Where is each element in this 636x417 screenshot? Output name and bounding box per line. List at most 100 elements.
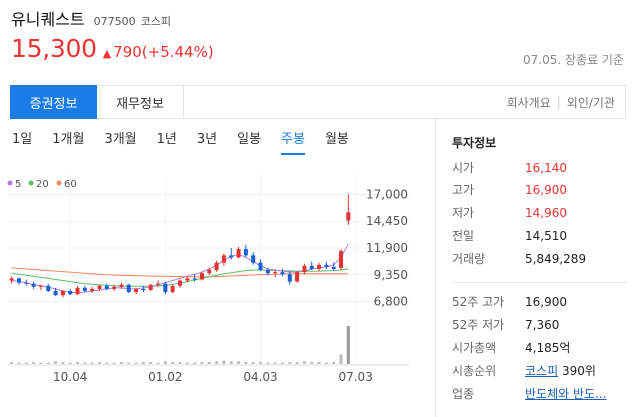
up-arrow-icon: ▲ [102, 47, 112, 60]
candle-body [24, 282, 29, 284]
rank-text: 390위 [558, 364, 596, 378]
y-tick-label: 17,000 [366, 187, 408, 201]
volume-bar [273, 362, 277, 364]
volume-bar [112, 362, 116, 364]
candle-body [287, 274, 292, 282]
candle-body [207, 270, 212, 274]
info-label: 거래량 [452, 252, 486, 266]
stock-market: 코스피 [140, 15, 171, 28]
info-label: 52주 고가 [452, 295, 505, 309]
candle-body [243, 249, 248, 256]
period-3y[interactable]: 3년 [196, 132, 218, 147]
info-value: 5,849,289 [525, 252, 587, 266]
period-1m[interactable]: 1개월 [52, 132, 85, 147]
panel-divider [435, 119, 436, 417]
info-row-open: 시가 16,140 [452, 159, 636, 177]
volume-bar [215, 361, 219, 364]
volume-bar [105, 362, 109, 364]
volume-bar [222, 360, 226, 364]
volume-bar [163, 361, 167, 364]
info-row-52w-low: 52주 저가 7,360 [452, 316, 636, 334]
divider: | [556, 95, 561, 109]
volume-bar [229, 361, 233, 364]
info-row-volume: 거래량 5,849,289 [452, 250, 636, 268]
candle-body [75, 287, 80, 295]
candle-body [97, 285, 102, 289]
info-label: 저가 [452, 206, 475, 220]
candle-body [192, 278, 197, 280]
candle-body [31, 283, 36, 287]
volume-bar [54, 361, 58, 364]
volume-bar [280, 362, 284, 364]
candle-body [324, 264, 329, 267]
candle-body [90, 288, 95, 292]
candle-body [16, 278, 21, 283]
volume-bar [46, 362, 50, 364]
candle-body [273, 272, 278, 274]
info-label: 업종 [452, 387, 475, 401]
info-row-market-cap: 시가총액 4,185억 [452, 339, 636, 357]
industry-link[interactable]: 반도체와 반도... [525, 387, 607, 401]
info-separator [452, 282, 627, 283]
market-link[interactable]: 코스피 [525, 364, 559, 378]
candle-body [214, 262, 219, 271]
volume-bar [156, 362, 160, 364]
current-price: 15,300 [11, 34, 97, 63]
candle-body [339, 251, 344, 268]
period-1d[interactable]: 1일 [12, 132, 33, 147]
foreign-institution-link[interactable]: 외인/기관 [566, 95, 615, 110]
candle-body [53, 291, 58, 296]
volume-bar [193, 362, 197, 364]
volume-bar [61, 361, 65, 364]
volume-bar [39, 362, 43, 364]
info-row-industry: 업종 반도체와 반도... [452, 385, 636, 403]
candle-body [331, 266, 336, 269]
volume-bar [324, 362, 328, 364]
volume-bar [259, 361, 263, 364]
period-1y[interactable]: 1년 [156, 132, 177, 147]
info-label: 52주 저가 [452, 318, 505, 332]
stock-code: 077500 [93, 15, 136, 28]
tab-stock-info[interactable]: 증권정보 [10, 85, 97, 119]
info-value: 14,510 [525, 229, 567, 243]
info-label: 시가 [452, 161, 475, 175]
price-change-value: 790(+5.44%) [113, 43, 214, 61]
candle-body [317, 264, 322, 269]
info-value: 4,185억 [525, 341, 571, 355]
info-value: 코스피 390위 [525, 362, 596, 380]
period-3m[interactable]: 3개월 [104, 132, 137, 147]
y-tick-label: 9,350 [374, 268, 408, 282]
candle-body [236, 249, 241, 258]
candle-body [221, 255, 226, 263]
company-overview-link[interactable]: 회사개요 [506, 95, 551, 110]
tab-financial-info[interactable]: 재무정보 [97, 86, 184, 118]
candle-body [185, 278, 190, 281]
candle-body [141, 288, 146, 290]
candle-body [119, 284, 124, 287]
stock-name[interactable]: 유니퀘스트 [11, 10, 85, 29]
x-tick-label: 07.03 [338, 370, 372, 384]
period-weekly[interactable]: 주봉 [281, 131, 305, 155]
closed-timestamp: 07.05. 장종료 기준 [523, 53, 624, 67]
price-row: 15,300 ▲ 790(+5.44%) [11, 34, 214, 68]
candle-body [134, 288, 139, 293]
volume-bar [90, 362, 94, 364]
volume-bar [127, 362, 131, 364]
candle-body [82, 287, 87, 292]
volume-bar [178, 361, 182, 364]
volume-bar [10, 361, 14, 364]
info-row-high: 고가 16,900 [452, 181, 636, 199]
period-daily[interactable]: 일봉 [237, 132, 262, 147]
candle-body [9, 278, 14, 281]
ma-line-ma60 [11, 267, 349, 278]
info-value: 16,900 [525, 183, 567, 197]
candle-body [258, 262, 263, 271]
info-value: 16,900 [525, 295, 567, 309]
info-value: 7,360 [525, 318, 560, 332]
period-monthly[interactable]: 월봉 [324, 132, 349, 147]
volume-bar [97, 361, 101, 364]
volume-bar [295, 361, 299, 364]
volume-bar [266, 362, 270, 364]
info-value: 16,140 [525, 161, 567, 175]
